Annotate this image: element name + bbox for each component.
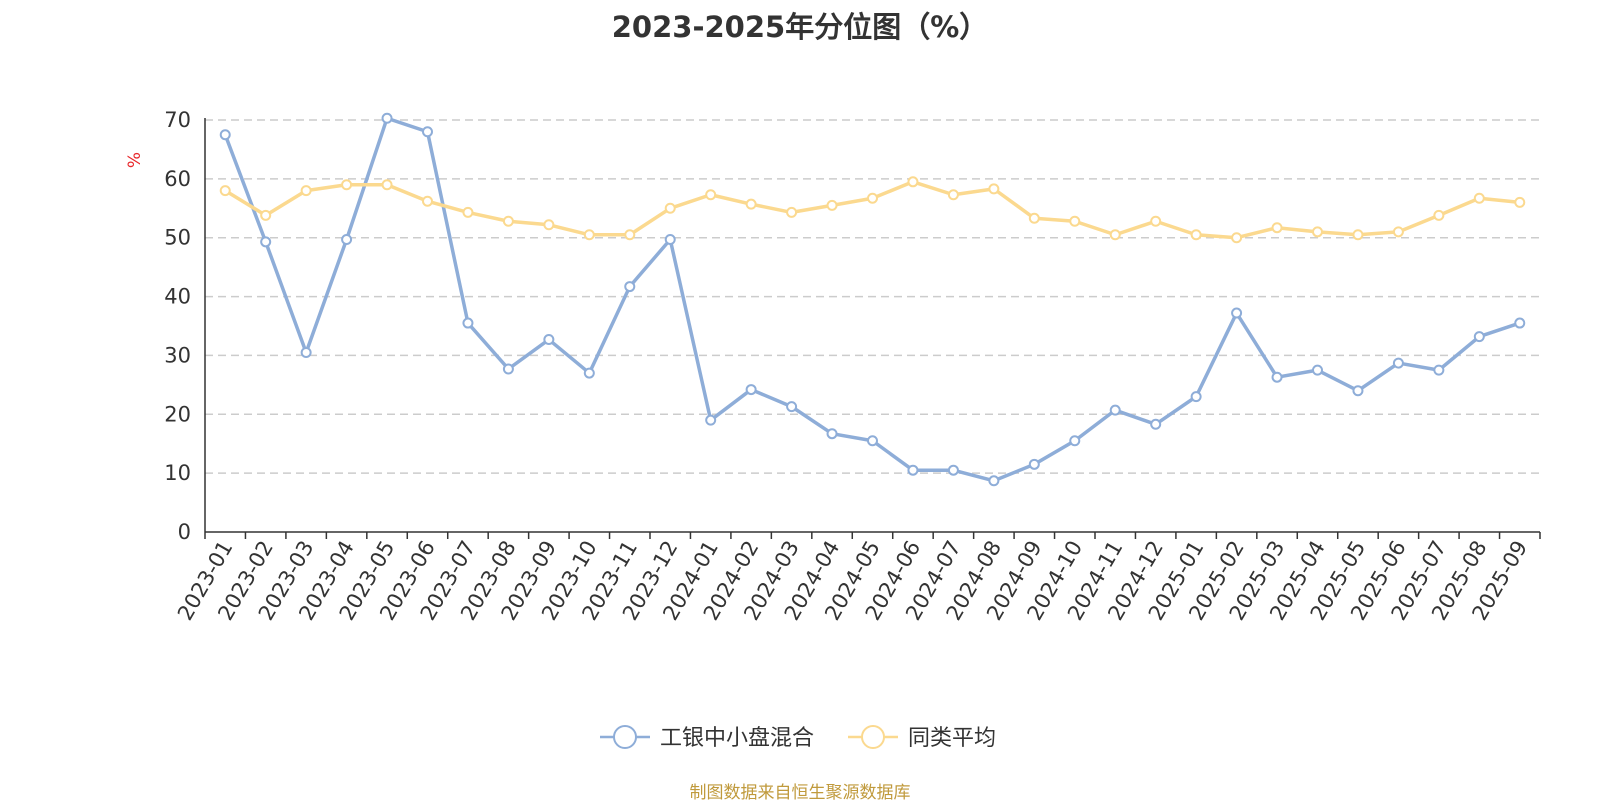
- data-point: [867, 192, 878, 204]
- data-point: [1352, 385, 1364, 397]
- data-point: [947, 464, 959, 476]
- data-point: [826, 428, 838, 440]
- data-point: [624, 229, 636, 241]
- data-point: [1028, 212, 1040, 224]
- data-point: [1473, 192, 1485, 204]
- data-point: [786, 206, 798, 218]
- data-point: [462, 317, 474, 329]
- data-point: [260, 236, 272, 248]
- data-point: [341, 179, 353, 191]
- legend-marker: [613, 725, 637, 749]
- data-point: [1312, 364, 1323, 376]
- y-axis-unit-label: %: [125, 152, 145, 168]
- y-tick-label: 30: [164, 343, 191, 367]
- data-point: [705, 414, 717, 426]
- data-point: [1271, 371, 1283, 383]
- data-point: [502, 363, 514, 375]
- y-tick-label: 40: [164, 285, 191, 309]
- data-point: [543, 334, 555, 346]
- data-point: [1312, 226, 1323, 238]
- data-point: [745, 384, 757, 396]
- series-line: [223, 116, 1521, 483]
- legend-label: 同类平均: [908, 726, 996, 751]
- data-point: [1150, 418, 1162, 430]
- data-point: [1514, 196, 1526, 208]
- data-point: [300, 185, 312, 197]
- data-point: [1150, 215, 1162, 227]
- series-1: [219, 112, 1526, 487]
- data-point: [422, 126, 433, 138]
- data-point: [462, 206, 474, 218]
- data-point: [1352, 229, 1364, 241]
- data-point: [1190, 229, 1202, 241]
- data-point: [219, 185, 231, 197]
- y-tick-label: 20: [164, 402, 191, 426]
- data-point: [1109, 404, 1121, 416]
- legend-marker: [861, 725, 885, 749]
- data-point: [583, 229, 595, 241]
- data-point: [1231, 307, 1243, 319]
- data-point: [1109, 229, 1121, 241]
- data-point: [947, 189, 959, 201]
- series-layer: [219, 112, 1526, 487]
- data-point: [381, 179, 393, 191]
- data-point: [624, 281, 636, 293]
- y-tick-label: 70: [164, 108, 191, 132]
- data-point: [1069, 215, 1081, 227]
- data-point: [786, 401, 798, 413]
- y-tick-label: 0: [178, 520, 191, 544]
- grid-lines: [205, 119, 1540, 474]
- data-point: [1514, 317, 1526, 329]
- data-point: [664, 202, 676, 214]
- data-point: [1190, 391, 1202, 403]
- data-point: [1433, 364, 1445, 376]
- legend-label: 工银中小盘混合: [660, 726, 814, 751]
- chart-title: 2023-2025年分位图（%）: [611, 10, 989, 44]
- legend[interactable]: 工银中小盘混合 同类平均: [600, 725, 996, 751]
- data-point: [988, 475, 1000, 487]
- data-point: [745, 198, 757, 210]
- data-point: [543, 219, 555, 231]
- data-point: [1392, 226, 1404, 238]
- data-point: [705, 189, 717, 201]
- data-point: [1231, 232, 1243, 244]
- data-point: [300, 346, 312, 358]
- legend-item-2[interactable]: 同类平均: [848, 725, 996, 751]
- data-point: [219, 129, 231, 141]
- source-note: 制图数据来自恒生聚源数据库: [689, 783, 911, 803]
- data-point: [1028, 458, 1040, 470]
- data-point: [1392, 357, 1404, 369]
- y-tick-label: 10: [164, 461, 191, 485]
- data-point: [1069, 435, 1081, 447]
- y-tick-label: 60: [164, 167, 191, 191]
- legend-item-1[interactable]: 工银中小盘混合: [600, 725, 814, 751]
- data-point: [664, 233, 676, 245]
- y-tick-label: 50: [164, 226, 191, 250]
- data-point: [1433, 209, 1445, 221]
- data-point: [502, 215, 514, 227]
- series-line: [224, 180, 1520, 240]
- data-point: [907, 176, 919, 188]
- data-point: [988, 183, 1000, 195]
- data-point: [1271, 222, 1283, 234]
- data-point: [907, 464, 919, 476]
- data-point: [867, 435, 878, 447]
- data-point: [381, 112, 393, 124]
- data-point: [1473, 331, 1485, 343]
- data-point: [583, 367, 595, 379]
- series-2: [219, 176, 1526, 244]
- data-point: [260, 209, 272, 221]
- data-point: [341, 233, 353, 245]
- data-point: [826, 199, 838, 211]
- data-point: [422, 195, 433, 207]
